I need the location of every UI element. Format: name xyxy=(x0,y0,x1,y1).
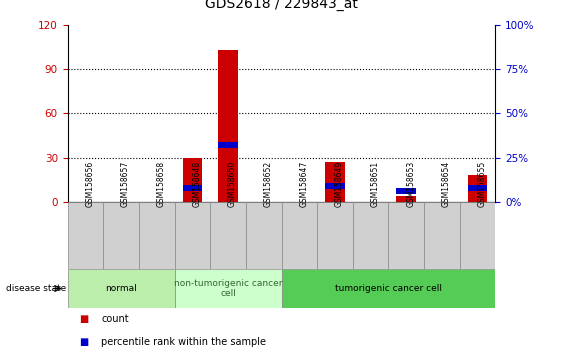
Text: GSM158650: GSM158650 xyxy=(228,161,237,207)
Text: GSM158647: GSM158647 xyxy=(300,161,309,207)
Text: percentile rank within the sample: percentile rank within the sample xyxy=(101,337,266,348)
Bar xyxy=(317,202,353,269)
Bar xyxy=(103,202,139,269)
Text: GSM158648: GSM158648 xyxy=(193,161,202,207)
Bar xyxy=(182,158,202,202)
Bar xyxy=(218,142,238,148)
Bar xyxy=(388,202,424,269)
Bar xyxy=(396,188,416,194)
Bar xyxy=(468,185,488,190)
Text: normal: normal xyxy=(105,284,137,293)
Bar xyxy=(68,269,175,308)
Bar xyxy=(325,162,345,202)
Bar xyxy=(246,202,282,269)
Text: ■: ■ xyxy=(79,337,88,348)
Text: tumorigenic cancer cell: tumorigenic cancer cell xyxy=(335,284,442,293)
Text: GDS2618 / 229843_at: GDS2618 / 229843_at xyxy=(205,0,358,11)
Text: disease state: disease state xyxy=(6,284,66,293)
Text: GSM158657: GSM158657 xyxy=(121,161,130,207)
Bar xyxy=(218,50,238,202)
Bar xyxy=(175,202,210,269)
Text: GSM158654: GSM158654 xyxy=(442,161,451,207)
Text: GSM158655: GSM158655 xyxy=(477,161,486,207)
Text: GSM158658: GSM158658 xyxy=(157,161,166,207)
Text: GSM158651: GSM158651 xyxy=(370,161,379,207)
Text: GSM158653: GSM158653 xyxy=(406,161,415,207)
Bar xyxy=(468,175,488,202)
Bar xyxy=(325,183,345,189)
Text: GSM158649: GSM158649 xyxy=(335,161,344,207)
Bar xyxy=(210,202,246,269)
Text: GSM158652: GSM158652 xyxy=(263,161,272,207)
Bar xyxy=(282,269,495,308)
Bar xyxy=(139,202,175,269)
Bar xyxy=(68,202,103,269)
Bar xyxy=(460,202,495,269)
Bar xyxy=(282,202,317,269)
Text: GSM158656: GSM158656 xyxy=(86,161,95,207)
Bar xyxy=(396,196,416,202)
Bar xyxy=(182,185,202,190)
Bar xyxy=(424,202,460,269)
Bar xyxy=(175,269,282,308)
Bar xyxy=(353,202,388,269)
Text: count: count xyxy=(101,314,129,325)
Text: non-tumorigenic cancer
cell: non-tumorigenic cancer cell xyxy=(174,279,282,298)
Text: ■: ■ xyxy=(79,314,88,325)
